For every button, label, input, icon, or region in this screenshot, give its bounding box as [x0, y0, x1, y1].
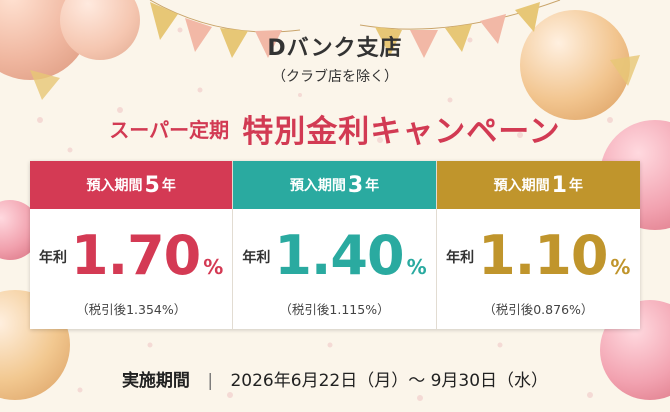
annual-rate-label: 年利: [39, 250, 68, 266]
headline-prefix: スーパー定期: [109, 118, 230, 142]
term-unit: 年: [365, 178, 380, 194]
branch-name: Dバンク支店: [267, 36, 403, 61]
term-label: 預入期間: [493, 178, 550, 194]
percent-sign: %: [610, 255, 631, 279]
rate-value: 1.10: [478, 224, 608, 287]
rate-row: 年利 1.70 %: [30, 223, 232, 289]
campaign-headline: スーパー定期 特別金利キャンペーン: [0, 106, 670, 151]
rate-row: 年利 1.40 %: [233, 223, 435, 289]
after-tax-rate: （税引後1.354%）: [76, 302, 187, 317]
term-unit: 年: [161, 178, 176, 194]
percent-sign: %: [406, 255, 427, 279]
campaign-period: 実施期間 | 2026年6月22日（月）〜 9月30日（水）: [0, 366, 670, 391]
rate-card-3-year: 預入期間 3 年 年利 1.40 % （税引後1.115%）: [233, 161, 437, 329]
rate-card-5-year: 預入期間 5 年 年利 1.70 % （税引後1.354%）: [30, 161, 234, 329]
bunting-flags: [30, 0, 640, 100]
annual-rate-label: 年利: [242, 250, 271, 266]
rate-card-1-year: 預入期間 1 年 年利 1.10 % （税引後0.876%）: [436, 161, 640, 329]
percent-sign: %: [203, 255, 224, 279]
card-header: 預入期間 1 年: [436, 161, 640, 209]
term-years: 5: [144, 172, 160, 198]
period-label: 実施期間: [121, 371, 190, 391]
term-label: 預入期間: [86, 178, 143, 194]
annual-rate-label: 年利: [446, 250, 475, 266]
card-header: 預入期間 3 年: [233, 161, 436, 209]
rate-value: 1.70: [71, 224, 201, 287]
term-years: 3: [347, 172, 364, 198]
branch-note: （クラブ店を除く）: [272, 69, 398, 85]
after-tax-rate: （税引後0.876%）: [483, 302, 594, 317]
rate-cards: 預入期間 5 年 年利 1.70 % （税引後1.354%） 預入期間 3 年 …: [30, 161, 640, 329]
period-dates: 2026年6月22日（月）〜 9月30日（水）: [230, 371, 549, 391]
card-header: 預入期間 5 年: [30, 161, 233, 209]
rate-value: 1.40: [274, 224, 404, 287]
term-label: 預入期間: [289, 178, 346, 194]
term-years: 1: [551, 172, 567, 198]
headline-main: 特別金利キャンペーン: [242, 114, 561, 150]
balloon-decoration: [520, 10, 630, 120]
period-divider: |: [207, 371, 214, 391]
rate-row: 年利 1.10 %: [437, 223, 640, 289]
after-tax-rate: （税引後1.115%）: [279, 302, 390, 317]
term-unit: 年: [568, 178, 583, 194]
